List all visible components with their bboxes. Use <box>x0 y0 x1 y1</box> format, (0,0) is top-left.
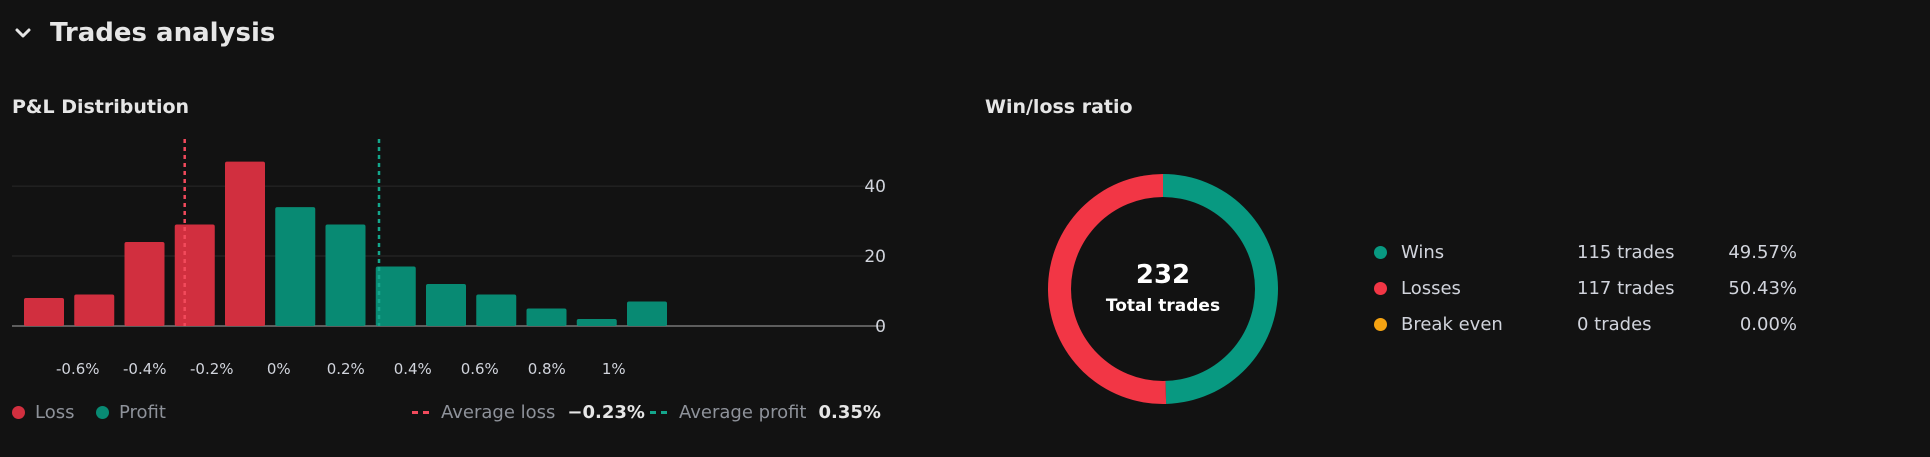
legend-average-profit: Average profit 0.35% <box>650 402 881 423</box>
x-tick-label: 0.2% <box>327 360 365 378</box>
profit-bar <box>426 284 466 326</box>
y-tick-label: 20 <box>864 247 886 267</box>
wins-label: Wins <box>1401 241 1445 263</box>
section-title: Trades analysis <box>50 18 276 48</box>
section-header[interactable]: Trades analysis <box>12 18 275 48</box>
wins-dot-icon <box>1374 245 1387 259</box>
average-loss-value: −0.23% <box>567 402 645 423</box>
legend-loss: Loss <box>12 402 74 423</box>
pl-distribution-title: P&L Distribution <box>12 96 190 118</box>
profit-bar <box>627 301 667 326</box>
pl-distribution-chart: 0 20 40 -0.6% -0.4% -0.2% 0% 0.2% 0.4% 0.6% 0.8% 1% <box>12 139 886 378</box>
losses-dot-icon <box>1374 281 1387 295</box>
average-profit-label: Average profit <box>679 402 807 423</box>
legend-loss-label: Loss <box>35 402 75 423</box>
win-loss-title: Win/loss ratio <box>985 96 1133 118</box>
dashed-line-icon <box>650 411 667 414</box>
profit-bar <box>526 308 567 326</box>
x-tick-label: 1% <box>602 360 626 378</box>
legend-average-loss: Average loss −0.23% <box>412 402 645 423</box>
donut-total-label: Total trades <box>1105 296 1221 316</box>
break-even-trades: 0 trades <box>1577 313 1652 335</box>
loss-bar <box>74 294 115 326</box>
donut-total-value: 232 <box>1135 260 1191 290</box>
break-even-dot-icon <box>1374 317 1387 331</box>
y-tick-label: 0 <box>875 317 886 337</box>
profit-dot-icon <box>96 406 109 419</box>
win-loss-row-wins: Wins 115 trades 49.57% <box>1374 240 1797 264</box>
losses-trades: 117 trades <box>1577 277 1675 299</box>
losses-label: Losses <box>1401 277 1461 299</box>
loss-bar <box>24 298 64 326</box>
x-tick-label: 0% <box>267 360 291 378</box>
break-even-label: Break even <box>1401 313 1503 335</box>
wins-trades: 115 trades <box>1577 241 1675 263</box>
x-tick-label: -0.2% <box>190 360 234 378</box>
average-loss-label: Average loss <box>441 402 556 423</box>
average-profit-value: 0.35% <box>818 402 881 423</box>
loss-bar <box>225 161 265 326</box>
win-loss-row-losses: Losses 117 trades 50.43% <box>1374 276 1797 300</box>
x-tick-label: -0.4% <box>123 360 167 378</box>
losses-pct: 50.43% <box>1728 277 1797 299</box>
y-tick-label: 40 <box>864 177 886 197</box>
x-tick-label: 0.6% <box>461 360 499 378</box>
x-tick-label: 0.8% <box>528 360 566 378</box>
profit-bar <box>375 266 416 326</box>
donut-hole <box>1071 197 1255 381</box>
profit-bar <box>275 207 316 326</box>
x-tick-label: -0.6% <box>56 360 100 378</box>
wins-pct: 49.57% <box>1728 241 1797 263</box>
loss-dot-icon <box>12 406 25 419</box>
chevron-down-icon[interactable] <box>12 22 34 44</box>
legend-profit-label: Profit <box>119 402 166 423</box>
win-loss-donut <box>1047 174 1278 405</box>
loss-bar <box>174 224 215 326</box>
win-loss-row-break-even: Break even 0 trades 0.00% <box>1374 312 1797 336</box>
profit-bar <box>576 319 617 326</box>
x-tick-label: 0.4% <box>394 360 432 378</box>
dashed-line-icon <box>412 411 429 414</box>
break-even-pct: 0.00% <box>1739 313 1797 335</box>
loss-bar <box>124 242 165 326</box>
legend-profit: Profit <box>96 402 166 423</box>
profit-bar <box>476 294 517 326</box>
profit-bar <box>325 224 366 326</box>
